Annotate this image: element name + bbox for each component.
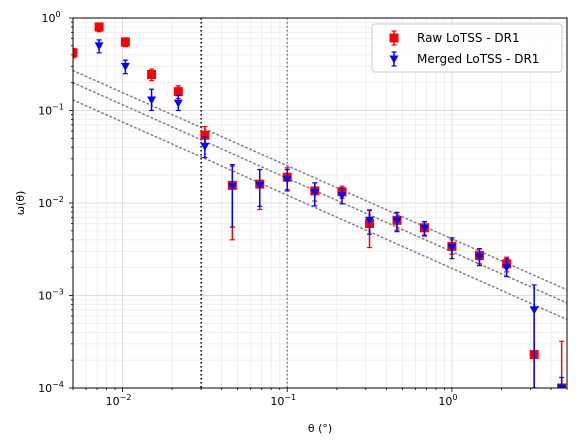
y-tick-label: 10−4 [38, 380, 64, 395]
data-point [502, 264, 512, 273]
legend-marker [389, 55, 399, 64]
y-tick-label: 10−2 [38, 195, 64, 210]
data-point [147, 96, 157, 105]
y-axis: 10−4 10−3 10−2 10−1 100 [38, 10, 73, 395]
x-tick-label: 10−1 [270, 393, 296, 408]
y-axis-label: ω(θ) [14, 191, 27, 216]
data-point [173, 99, 183, 108]
data-point [392, 217, 402, 226]
data-point [419, 225, 429, 234]
data-point [94, 22, 104, 32]
data-point [173, 87, 183, 97]
data-point [282, 175, 292, 184]
reference-line [73, 99, 567, 321]
data-series [73, 22, 567, 388]
legend-marker [389, 33, 399, 43]
legend-label: Raw LoTSS - DR1 [417, 31, 520, 45]
data-point [120, 37, 130, 47]
data-point [557, 384, 567, 388]
data-point [474, 253, 484, 262]
data-point [200, 130, 210, 140]
series-merged [94, 39, 567, 388]
data-point [365, 216, 375, 225]
legend-box [371, 23, 563, 73]
x-tick-label: 10−2 [106, 393, 132, 408]
y-tick-label: 100 [41, 10, 60, 25]
data-point [310, 188, 320, 197]
x-tick-label: 100 [438, 393, 457, 408]
data-point [94, 42, 104, 51]
data-point [227, 183, 237, 192]
x-axis: 10−2 10−1 100 [72, 388, 568, 408]
reference-lines [73, 18, 567, 388]
x-axis-label: θ (°) [308, 422, 332, 435]
data-point [447, 244, 457, 253]
data-point [200, 142, 210, 151]
data-point [120, 62, 130, 71]
data-point [337, 192, 347, 201]
legend-label: Merged LoTSS - DR1 [417, 52, 539, 66]
reference-line [73, 69, 567, 291]
grid [72, 17, 568, 389]
reference-line [73, 81, 567, 304]
y-tick-label: 10−3 [38, 288, 64, 303]
data-point [73, 48, 78, 58]
data-point [255, 181, 265, 190]
legend: Raw LoTSS - DR1 Merged LoTSS - DR1 [371, 23, 563, 73]
data-point [529, 306, 539, 315]
y-tick-label: 10−1 [38, 103, 64, 118]
data-point [147, 70, 157, 80]
